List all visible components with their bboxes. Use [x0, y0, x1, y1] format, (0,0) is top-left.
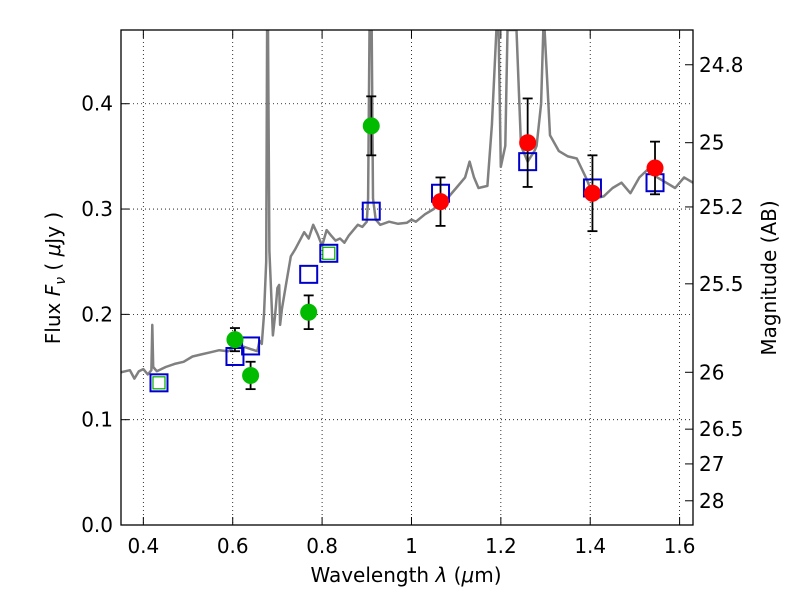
- y-tick-label: 0.3: [81, 197, 113, 221]
- x-tick-label: 0.4: [127, 534, 159, 558]
- observed-point-red: [646, 159, 664, 177]
- y2-tick-label: 24.8: [699, 53, 744, 77]
- grid: [121, 30, 693, 526]
- plot-frame: [120, 29, 694, 526]
- plot-area: [121, 30, 693, 393]
- y2-tick-label: 28: [699, 489, 724, 513]
- model-flux-box: [361, 201, 381, 221]
- y-tick-label: 0.0: [81, 513, 113, 537]
- x-tick-label: 1.6: [664, 534, 696, 558]
- observed-point-green: [362, 117, 380, 135]
- y2-axis-label: Magnitude (AB): [757, 200, 781, 355]
- model-flux-box-inner: [322, 246, 336, 260]
- ticks: 0.4 0.6 0.8 1 1.2 1.4 1.6 0.0 0.1 0.2 0.3 0.4 24.8 25…: [81, 30, 744, 558]
- observed-point-red: [519, 134, 537, 152]
- model-flux-box: [299, 264, 319, 284]
- observed-point-green: [242, 366, 260, 384]
- y2-tick-label: 25.5: [699, 272, 744, 296]
- observed-point-red: [583, 184, 601, 202]
- observed-point-green: [226, 331, 244, 349]
- axes-frame: [120, 29, 694, 526]
- model-flux-box: [319, 243, 339, 263]
- y2-tick-label: 26.5: [699, 417, 744, 441]
- x-axis-label: Wavelength λ (μm): [310, 563, 501, 587]
- y2-tick-label: 27: [699, 452, 724, 476]
- y-tick-label: 0.2: [81, 302, 113, 326]
- x-tick-label: 1.2: [485, 534, 517, 558]
- y2-tick-label: 26: [699, 360, 724, 384]
- y2-tick-label: 25.2: [699, 195, 744, 219]
- y-tick-label: 0.4: [81, 92, 113, 116]
- x-tick-label: 1.4: [574, 534, 606, 558]
- model-flux-box: [241, 336, 261, 356]
- y-tick-label: 0.1: [81, 408, 113, 432]
- x-tick-label: 0.6: [217, 534, 249, 558]
- y2-tick-label: 25: [699, 131, 724, 155]
- y-axis-label: Flux Fν ( μJy ): [41, 212, 69, 344]
- observed-point-red: [432, 193, 450, 211]
- model-flux-box-inner: [152, 376, 166, 390]
- x-tick-label: 1: [405, 534, 418, 558]
- model-spectrum-line: [121, 30, 693, 380]
- x-tick-label: 0.8: [306, 534, 338, 558]
- observed-point-green: [300, 303, 318, 321]
- model-flux-box: [149, 373, 169, 393]
